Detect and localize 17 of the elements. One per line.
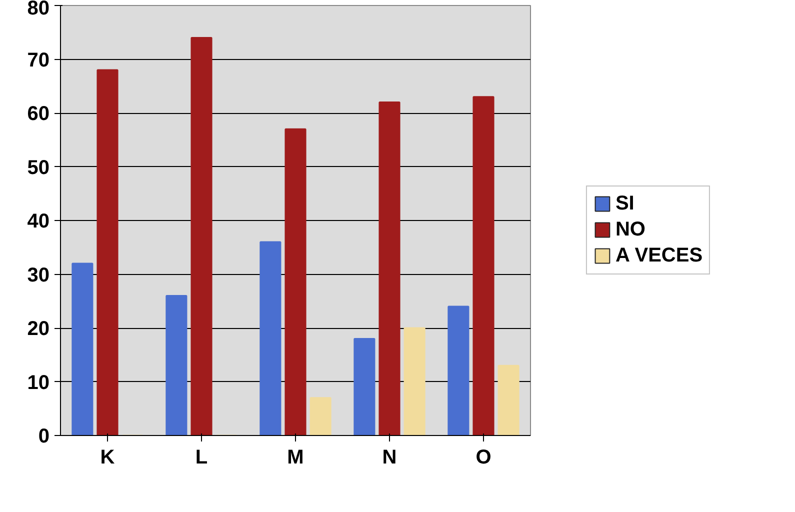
y-tick-label: 40 (27, 210, 50, 232)
x-tick-label: O (476, 446, 492, 468)
x-tick-label: L (195, 446, 208, 468)
y-tick-label: 10 (27, 372, 50, 394)
y-tick-label: 70 (27, 49, 50, 72)
legend-label: NO (615, 218, 646, 241)
legend-label: SI (615, 192, 636, 215)
y-tick-label: 60 (27, 103, 50, 125)
x-tick-label: K (100, 446, 116, 468)
y-tick-label: 50 (27, 156, 50, 179)
y-tick-label: 20 (27, 318, 50, 340)
x-tick-label: N (382, 446, 397, 468)
y-tick-label: 30 (27, 264, 50, 286)
y-tick-label: 80 (27, 0, 50, 20)
y-tick-label: 0 (38, 426, 50, 448)
legend-label: A VECES (615, 244, 703, 267)
x-tick-label: M (287, 446, 304, 468)
